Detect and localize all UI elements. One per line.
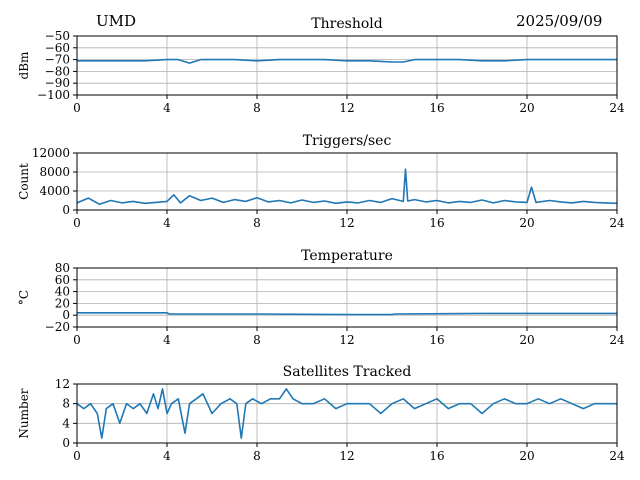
temperature-xtick-label: 4 — [163, 333, 171, 347]
threshold-ytick-label: −80 — [45, 64, 70, 78]
threshold-xtick-label: 24 — [609, 101, 625, 115]
threshold-title: Threshold — [311, 16, 382, 32]
temperature-xtick-label: 24 — [609, 333, 625, 347]
temperature-ytick-label: 40 — [55, 285, 70, 299]
temperature-ytick-label: −20 — [45, 320, 70, 334]
temperature-xtick-label: 12 — [339, 333, 354, 347]
satellites-ytick-label: 12 — [55, 377, 70, 391]
temperature-series-line — [77, 311, 617, 316]
triggers-xtick-label: 20 — [519, 216, 534, 230]
triggers-ytick-label: 4000 — [39, 184, 70, 198]
temperature-xtick-label: 16 — [429, 333, 444, 347]
satellites-title: Satellites Tracked — [283, 364, 412, 380]
temperature-ytick-label: 0 — [62, 308, 70, 322]
threshold-series-line — [77, 58, 617, 64]
satellites-xtick-label: 16 — [429, 449, 444, 463]
satellites-xtick-label: 0 — [73, 449, 81, 463]
triggers-ytick-label: 12000 — [32, 146, 70, 160]
satellites-series-line — [76, 388, 617, 439]
satellites-ytick-label: 8 — [62, 397, 70, 411]
threshold-xtick-label: 4 — [163, 101, 171, 115]
temperature-ytick-label: 60 — [55, 273, 70, 287]
satellites-xtick-label: 12 — [339, 449, 354, 463]
satellites-ytick-label: 0 — [62, 436, 70, 450]
threshold-ylabel: dBm — [17, 51, 31, 80]
temperature-xtick-label: 0 — [73, 333, 81, 347]
threshold-xtick-label: 0 — [73, 101, 81, 115]
triggers-xtick-label: 24 — [609, 216, 625, 230]
threshold-ytick-label: −100 — [37, 88, 70, 102]
threshold-ytick-label: −70 — [45, 53, 70, 67]
triggers-ylabel: Count — [17, 163, 31, 200]
satellites-ytick-label: 4 — [62, 416, 70, 430]
temperature-ytick-label: 80 — [55, 261, 70, 275]
satellites-xtick-label: 4 — [163, 449, 171, 463]
temperature-ylabel: °C — [17, 290, 31, 305]
temperature-title: Temperature — [301, 248, 393, 264]
triggers-xtick-label: 16 — [429, 216, 444, 230]
threshold-xtick-label: 12 — [339, 101, 354, 115]
threshold-ytick-label: −90 — [45, 76, 70, 90]
threshold-xtick-label: 20 — [519, 101, 534, 115]
satellites-ylabel: Number — [17, 388, 31, 438]
triggers-series-line — [76, 168, 618, 206]
satellites-xtick-label: 20 — [519, 449, 534, 463]
satellites-xtick-label: 24 — [609, 449, 625, 463]
threshold-xtick-label: 8 — [253, 101, 261, 115]
triggers-xtick-label: 0 — [73, 216, 81, 230]
threshold-ytick-label: −50 — [45, 29, 70, 43]
date-label: 2025/09/09 — [516, 12, 603, 30]
temperature-xtick-label: 8 — [253, 333, 261, 347]
satellites-xtick-label: 8 — [253, 449, 261, 463]
triggers-ytick-label: 8000 — [39, 165, 70, 179]
triggers-ytick-label: 0 — [62, 203, 70, 217]
threshold-xtick-label: 16 — [429, 101, 444, 115]
station-label: UMD — [96, 12, 137, 30]
threshold-ytick-label: −60 — [45, 41, 70, 55]
temperature-xtick-label: 20 — [519, 333, 534, 347]
triggers-xtick-label: 12 — [339, 216, 354, 230]
triggers-xtick-label: 4 — [163, 216, 171, 230]
triggers-xtick-label: 8 — [253, 216, 261, 230]
triggers-title: Triggers/sec — [303, 133, 392, 149]
temperature-ytick-label: 20 — [55, 296, 70, 310]
